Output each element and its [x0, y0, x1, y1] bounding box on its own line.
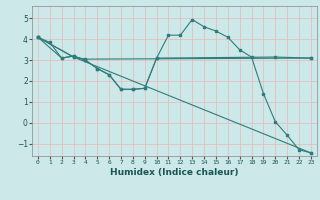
X-axis label: Humidex (Indice chaleur): Humidex (Indice chaleur): [110, 168, 239, 177]
